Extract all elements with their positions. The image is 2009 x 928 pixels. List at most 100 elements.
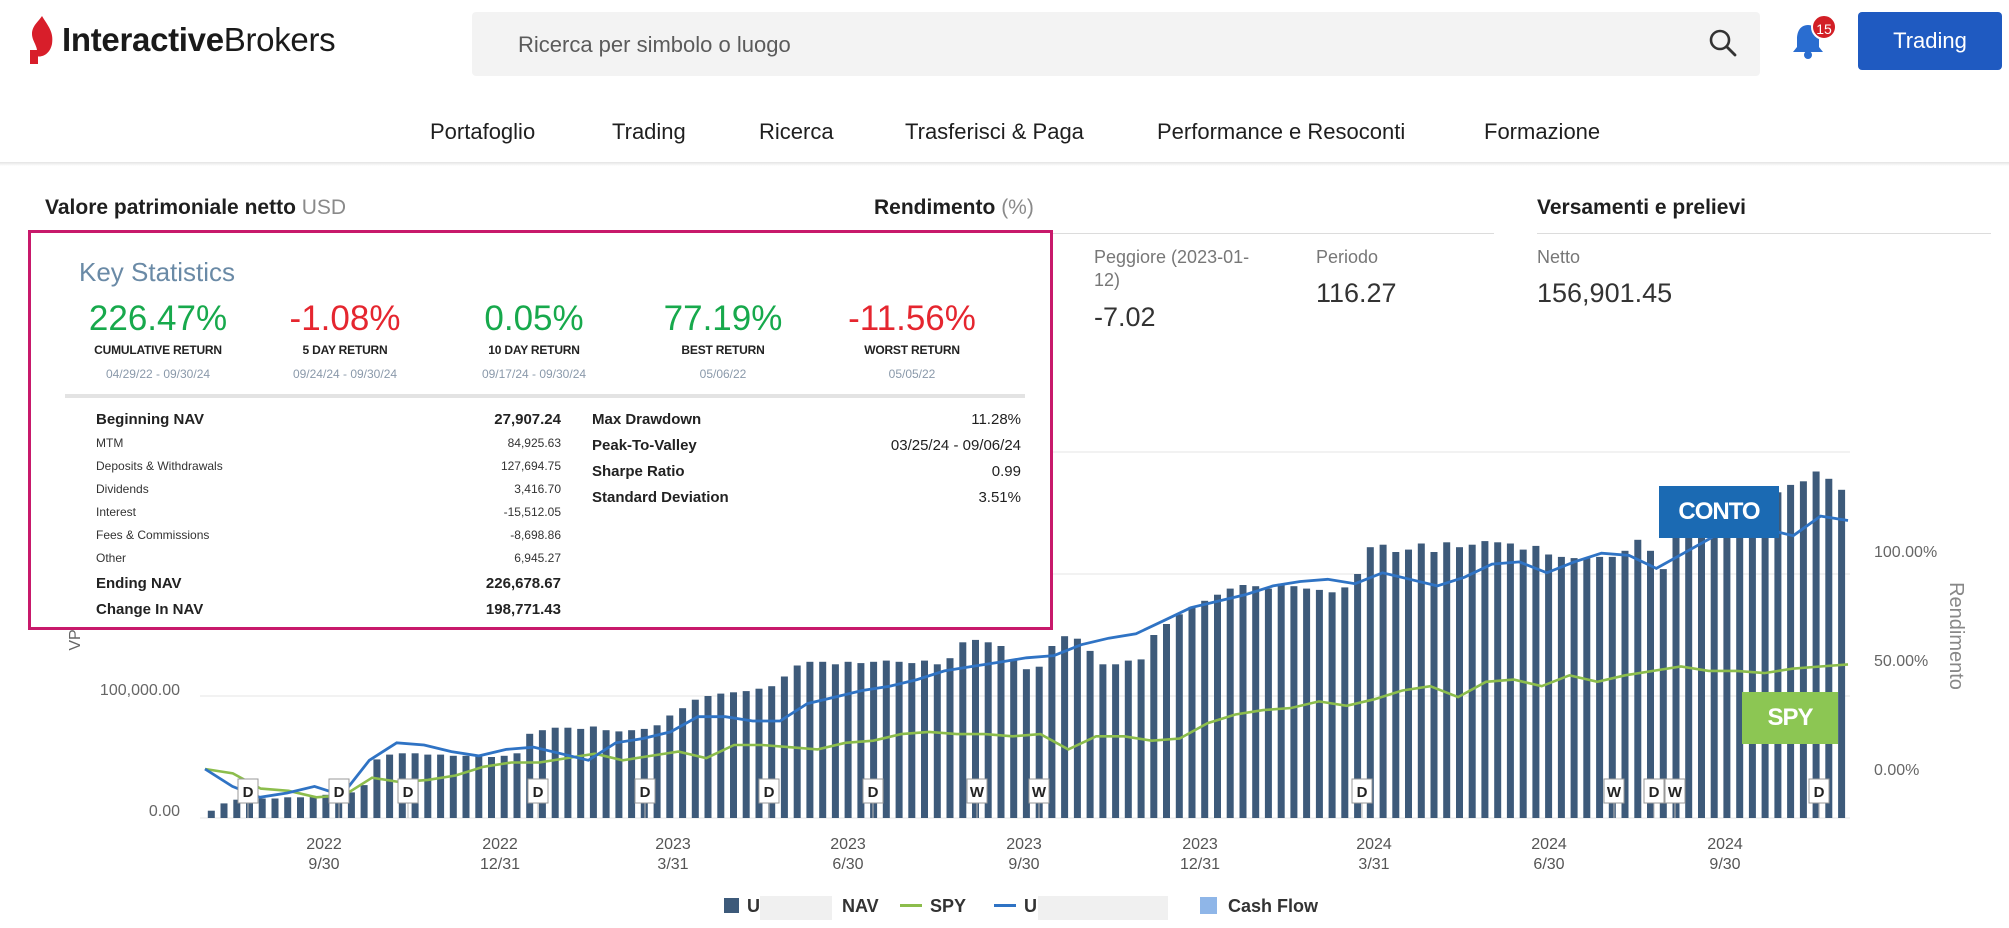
- kpi-value: -11.56%: [848, 299, 976, 338]
- nav-bar: [449, 755, 457, 818]
- nav-bar: [1163, 624, 1170, 818]
- cash-flow-marker: D: [1808, 778, 1830, 818]
- search-icon[interactable]: [1708, 28, 1738, 58]
- nav-bar: [1710, 528, 1718, 818]
- nav-row-label: MTM: [96, 436, 124, 450]
- nav-bar: [628, 730, 636, 818]
- nav-bar: [1519, 549, 1527, 818]
- nav-bar: [755, 688, 763, 818]
- kpi-value: -1.08%: [289, 299, 401, 338]
- nav-bar: [946, 658, 954, 818]
- marker-label: W: [1607, 784, 1622, 801]
- nav-bar: [271, 798, 279, 818]
- nav-bar: [1341, 587, 1349, 818]
- spy-series-line: [204, 663, 1849, 799]
- return-section-rule: [874, 233, 1494, 234]
- nav-item-trasferisci[interactable]: Trasferisci & Paga: [905, 119, 1084, 144]
- nav-row-value: 84,925.63: [507, 436, 561, 450]
- nav-bar: [564, 727, 572, 818]
- nav-bar: [933, 664, 941, 818]
- nav-bar: [1532, 545, 1540, 818]
- nav-bar: [475, 755, 483, 818]
- marker-label: W: [1032, 784, 1047, 801]
- kpi-best-return: 77.19% BEST RETURN 05/06/22: [633, 299, 813, 381]
- marker-label: D: [868, 784, 879, 801]
- nav-bar: [1545, 554, 1553, 818]
- nav-bar: [1188, 606, 1196, 818]
- brand-logo[interactable]: InteractiveBrokers: [28, 10, 336, 70]
- kpi-dates: 05/06/22: [699, 367, 747, 381]
- nav-bar: [1570, 558, 1578, 818]
- nav-bar: [347, 792, 355, 818]
- nav-bar: [1672, 535, 1680, 818]
- nav-row-label: Other: [96, 551, 127, 565]
- nav-bar: [1201, 600, 1209, 818]
- x-tick-year: 2023: [655, 836, 691, 853]
- risk-row-label: Sharpe Ratio: [592, 463, 685, 480]
- nav-item-trading[interactable]: Trading: [612, 119, 686, 144]
- nav-bar: [1290, 586, 1298, 818]
- nav-bar: [730, 692, 737, 818]
- nav-item-performance[interactable]: Performance e Resoconti: [1157, 119, 1406, 144]
- nav-bar: [246, 798, 253, 818]
- marker-box: [1028, 778, 1050, 804]
- nav-bar: [309, 796, 317, 818]
- nav-bar: [1061, 636, 1069, 818]
- nav-bar: [921, 660, 928, 818]
- nav-bar: [1557, 556, 1565, 818]
- x-tick-date: 12/31: [1180, 856, 1220, 873]
- marker-box: [1643, 778, 1665, 804]
- nav-bar: [1748, 503, 1756, 818]
- nav-bar: [1608, 556, 1616, 818]
- flows-section-rule: [1537, 233, 1991, 234]
- marker-box: [237, 778, 259, 804]
- nav-item-formazione[interactable]: Formazione: [1484, 119, 1601, 144]
- nav-item-ricerca[interactable]: Ricerca: [759, 119, 834, 144]
- nav-bar: [679, 708, 687, 818]
- trading-button[interactable]: Trading: [1858, 12, 2002, 70]
- risk-row-value: 3.51%: [978, 489, 1021, 506]
- marker-label: D: [1357, 784, 1368, 801]
- nav-bar: [538, 730, 546, 818]
- risk-row-value: 03/25/24 - 09/06/24: [890, 437, 1021, 454]
- nav-bar: [488, 757, 495, 818]
- x-tick-date: 9/30: [308, 856, 339, 873]
- risk-row-value: 0.99: [991, 463, 1021, 480]
- left-axis-label: VP: [67, 629, 84, 650]
- worst-return-value: -7.02: [1094, 302, 1156, 332]
- flows-section-title: Versamenti e prelievi: [1537, 196, 1746, 219]
- nav-item-portafoglio[interactable]: Portafoglio: [430, 119, 536, 144]
- nav-bar: [972, 639, 979, 818]
- nav-bar: [653, 725, 661, 818]
- nav-bar: [1825, 478, 1833, 818]
- nav-bar: [589, 726, 597, 818]
- key-statistics-title: Key Statistics: [79, 257, 236, 287]
- nav-row-value: 198,771.43: [485, 601, 561, 618]
- nav-bar: [500, 755, 508, 818]
- nav-row-value: 226,678.67: [485, 575, 561, 592]
- nav-bar: [1150, 635, 1158, 818]
- brand-wordmark: InteractiveBrokers: [62, 21, 336, 58]
- net-flows-label: Netto: [1537, 247, 1581, 267]
- legend-account[interactable]: U: [994, 896, 1168, 920]
- legend-spy[interactable]: SPY: [900, 896, 966, 917]
- search-input[interactable]: Ricerca per simbolo o luogo: [518, 32, 791, 57]
- nav-bar: [1761, 504, 1769, 818]
- kpi-dates: 05/05/22: [888, 367, 936, 381]
- nav-row-label: Beginning NAV: [96, 411, 205, 428]
- account-series-line: [204, 514, 1849, 799]
- nav-bar: [322, 794, 330, 818]
- search-bar[interactable]: Ricerca per simbolo o luogo: [472, 12, 1760, 76]
- account-series-tag: CONTO: [1659, 486, 1779, 538]
- marker-label: W: [970, 784, 985, 801]
- nav-bar: [360, 785, 368, 818]
- nav-bar: [1787, 484, 1795, 818]
- legend-nav[interactable]: U NAV: [724, 896, 879, 920]
- kpi-value: 0.05%: [484, 299, 584, 338]
- legend-cash-flow[interactable]: Cash Flow: [1200, 896, 1318, 917]
- x-tick-year: 2024: [1707, 836, 1743, 853]
- nav-bar: [717, 693, 725, 818]
- risk-row-value: 11.28%: [971, 411, 1021, 428]
